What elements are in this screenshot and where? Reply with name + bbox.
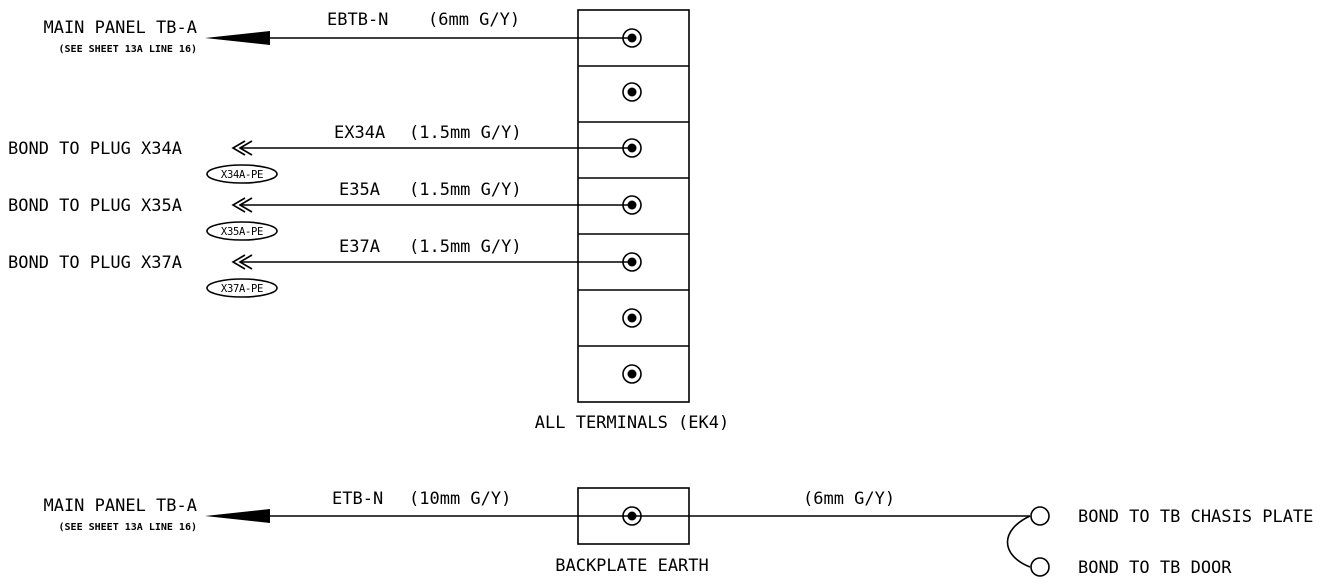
dest-x35a: BOND TO PLUG X35A <box>8 196 182 216</box>
terminal-block-label: ALL TERMINALS (EK4) <box>535 413 729 433</box>
bond-door-label: BOND TO TB DOOR <box>1078 558 1232 578</box>
wire-id-ex34a: EX34A <box>334 123 385 143</box>
main-panel-ref-top: (SEE SHEET 13A LINE 16) <box>59 44 197 55</box>
backplate-label: BACKPLATE EARTH <box>555 556 709 576</box>
wire-spec-etb-n: (10mm G/Y) <box>409 489 511 509</box>
plug-tag-x34a <box>206 164 278 184</box>
wire-spec-e37a: (1.5mm G/Y) <box>409 237 522 257</box>
plug-tag-x34a-text: X34A-PE <box>221 169 263 181</box>
wire-id-etb-n: ETB-N <box>332 489 383 509</box>
ring-terminal-icon <box>1030 557 1050 577</box>
wire-id-ebtb-n: EBTB-N <box>327 10 388 30</box>
dest-x34a: BOND TO PLUG X34A <box>8 139 182 159</box>
bond-chassis-label: BOND TO TB CHASIS PLATE <box>1078 507 1313 527</box>
terminal-6-icon <box>622 308 642 328</box>
wire-spec-ex34a: (1.5mm G/Y) <box>409 123 522 143</box>
wire-spec-backplate-bond: (6mm G/Y) <box>803 489 895 509</box>
main-panel-title-bottom: MAIN PANEL TB-A <box>43 496 197 516</box>
wire-spec-ebtb-n: (6mm G/Y) <box>428 10 520 30</box>
main-panel-ref-bottom: (SEE SHEET 13A LINE 16) <box>59 522 197 533</box>
plug-tag-x37a <box>206 278 278 298</box>
dest-x37a: BOND TO PLUG X37A <box>8 253 182 273</box>
terminal-2-icon <box>622 82 642 102</box>
bond-jumper <box>1006 515 1031 568</box>
wire-id-e37a: E37A <box>339 237 380 257</box>
wire-spec-e35a: (1.5mm G/Y) <box>409 180 522 200</box>
main-panel-title-top: MAIN PANEL TB-A <box>43 18 197 38</box>
plug-tag-x37a-text: X37A-PE <box>221 283 263 295</box>
wire-id-e35a: E35A <box>339 180 380 200</box>
terminal-7-icon <box>622 364 642 384</box>
terminal-block-ek4 <box>577 9 690 403</box>
solid-arrow-icon <box>205 509 270 523</box>
ring-terminal-icon <box>1030 506 1050 526</box>
terminal-1-icon <box>622 28 642 48</box>
plug-tag-x35a <box>206 221 278 241</box>
plug-tag-x35a-text: X35A-PE <box>221 226 263 238</box>
solid-arrow-icon <box>205 31 270 45</box>
